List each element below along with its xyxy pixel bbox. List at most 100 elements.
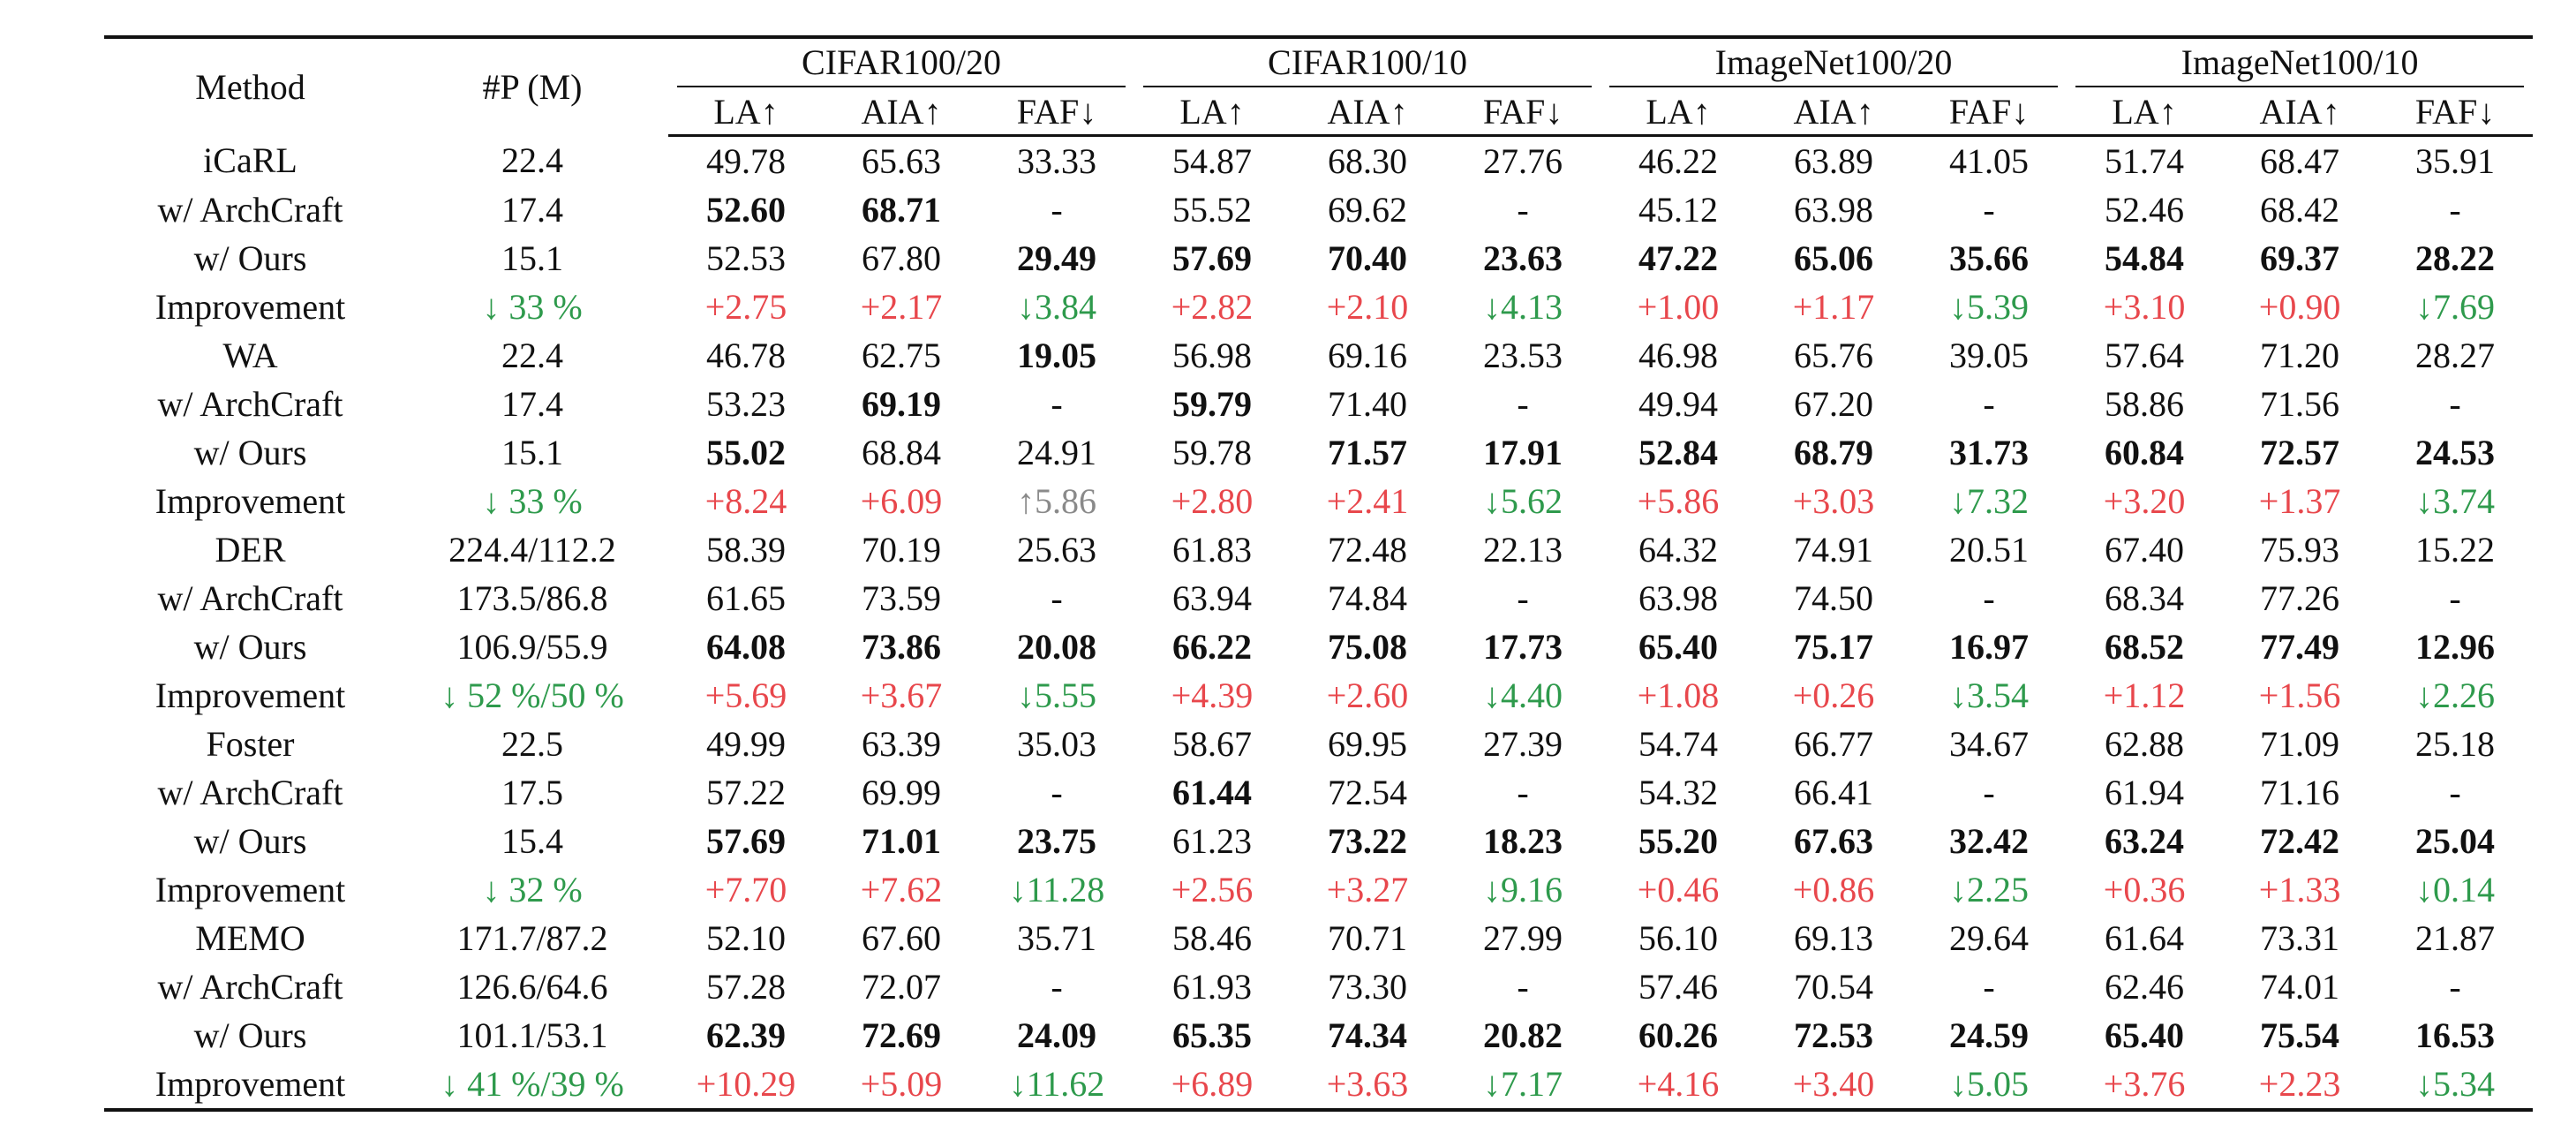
value-cell: +1.00 [1637, 287, 1720, 327]
value-cell: 27.76 [1483, 141, 1563, 181]
value-cell: 66.22 [1172, 627, 1253, 667]
method-cell: w/ ArchCraft [157, 773, 343, 812]
value-cell: 56.98 [1172, 336, 1253, 375]
value-cell: 57.69 [1172, 238, 1253, 278]
value-cell: 71.57 [1328, 433, 1408, 472]
method-cell: w/ ArchCraft [157, 578, 343, 618]
method-cell: w/ ArchCraft [157, 190, 343, 230]
value-cell: 17.91 [1483, 433, 1563, 472]
value-cell: 61.65 [706, 578, 786, 618]
value-cell: +2.82 [1171, 287, 1254, 327]
value-cell: +0.26 [1792, 675, 1875, 715]
value-cell: 72.54 [1328, 773, 1408, 812]
params-cell: 17.4 [501, 384, 563, 424]
value-cell: +6.09 [860, 481, 943, 521]
value-cell: 70.71 [1328, 918, 1408, 958]
table-row: Improvement ↓ 32 % +7.70 +7.62 ↓11.28 +2.56 +3… [104, 865, 2533, 914]
value-cell: - [1517, 967, 1529, 1007]
value-cell: 68.30 [1328, 141, 1408, 181]
value-cell: - [1051, 578, 1063, 618]
value-cell: 27.39 [1483, 724, 1563, 764]
method-cell: WA [222, 336, 278, 375]
value-cell: +7.70 [704, 870, 787, 909]
value-cell: 65.63 [862, 141, 941, 181]
value-cell: 18.23 [1483, 821, 1563, 861]
params-cell: 106.9/55.9 [456, 627, 608, 667]
value-cell: ↓11.28 [1008, 870, 1105, 909]
method-cell: w/ ArchCraft [157, 384, 343, 424]
value-cell: 29.49 [1017, 238, 1096, 278]
value-cell: 54.84 [2105, 238, 2185, 278]
value-cell: 68.47 [2260, 141, 2340, 181]
value-cell: 35.91 [2415, 141, 2496, 181]
value-cell: - [2449, 967, 2461, 1007]
value-cell: ↓2.25 [1949, 870, 2030, 909]
value-cell: - [1051, 384, 1063, 424]
value-cell: +7.62 [860, 870, 943, 909]
params-cell: 126.6/64.6 [456, 967, 608, 1007]
value-cell: 58.67 [1172, 724, 1253, 764]
method-cell: Improvement [154, 287, 346, 327]
value-cell: 59.78 [1172, 433, 1253, 472]
value-cell: 60.84 [2105, 433, 2185, 472]
params-cell: 173.5/86.8 [456, 578, 608, 618]
value-cell: - [1051, 773, 1063, 812]
table-row: WA 22.4 46.78 62.75 19.05 56.98 69.16 23.53 46.9… [104, 331, 2533, 380]
value-cell: +1.17 [1792, 287, 1875, 327]
value-cell: 16.97 [1949, 627, 2030, 667]
params-cell: 15.1 [501, 238, 563, 278]
params-header: #P (M) [396, 35, 668, 136]
value-cell: +10.29 [668, 1060, 824, 1112]
value-cell: +1.33 [2258, 870, 2341, 909]
value-cell: 68.52 [2105, 627, 2185, 667]
params-cell: 22.4 [501, 140, 563, 181]
value-cell: 58.39 [706, 530, 786, 570]
value-cell: - [2449, 773, 2461, 812]
table-row: MEMO 171.7/87.2 52.10 67.60 35.71 58.46 70.71 2… [104, 914, 2533, 962]
value-cell: +2.60 [1326, 675, 1409, 715]
value-cell: 58.86 [2105, 384, 2185, 424]
params-cell: 22.4 [501, 336, 563, 375]
params-cell: 15.1 [501, 433, 563, 472]
value-cell: 73.31 [2260, 918, 2340, 958]
method-cell: w/ Ours [193, 1015, 307, 1055]
value-cell: - [2449, 384, 2461, 424]
value-cell: 63.94 [1172, 578, 1253, 618]
params-cell: 15.4 [501, 821, 563, 861]
value-cell: +2.41 [1326, 481, 1409, 521]
value-cell: 29.64 [1949, 918, 2030, 958]
value-cell: 63.98 [1638, 578, 1719, 618]
value-cell: 17.73 [1483, 627, 1563, 667]
params-cell: ↓ 41 %/39 % [396, 1060, 668, 1112]
value-cell: +3.03 [1792, 481, 1875, 521]
value-cell: +8.24 [704, 481, 787, 521]
value-cell: - [1051, 967, 1063, 1007]
results-table: Method #P (M) CIFAR100/20 CIFAR100/10 Imag… [104, 35, 2534, 1112]
value-cell: +2.10 [1326, 287, 1409, 327]
value-cell: 70.40 [1328, 238, 1408, 278]
value-cell: ↓4.13 [1483, 287, 1563, 327]
value-cell: ↓7.32 [1949, 481, 2030, 521]
method-cell: w/ ArchCraft [157, 967, 343, 1007]
value-cell: 68.42 [2260, 190, 2340, 230]
value-cell: +1.08 [1637, 675, 1720, 715]
value-cell: 72.69 [862, 1015, 941, 1055]
value-cell: +2.23 [2222, 1060, 2378, 1112]
value-cell: 35.66 [1949, 238, 2030, 278]
value-cell: 67.63 [1794, 821, 1874, 861]
value-cell: 74.34 [1328, 1015, 1408, 1055]
value-cell: 46.98 [1638, 336, 1719, 375]
value-cell: 71.56 [2260, 384, 2340, 424]
value-cell: +4.16 [1601, 1060, 1757, 1112]
value-cell: 77.49 [2260, 627, 2340, 667]
value-cell: 31.73 [1949, 433, 2030, 472]
metric-header: LA↑ [1134, 88, 1291, 137]
method-cell: Foster [206, 724, 295, 764]
value-cell: 22.13 [1483, 530, 1563, 570]
value-cell: ↓3.84 [1017, 287, 1096, 327]
value-cell: 52.10 [706, 918, 786, 958]
method-cell: DER [215, 530, 286, 570]
value-cell: +5.09 [824, 1060, 979, 1112]
value-cell: 25.63 [1017, 530, 1096, 570]
value-cell: 71.01 [862, 821, 941, 861]
